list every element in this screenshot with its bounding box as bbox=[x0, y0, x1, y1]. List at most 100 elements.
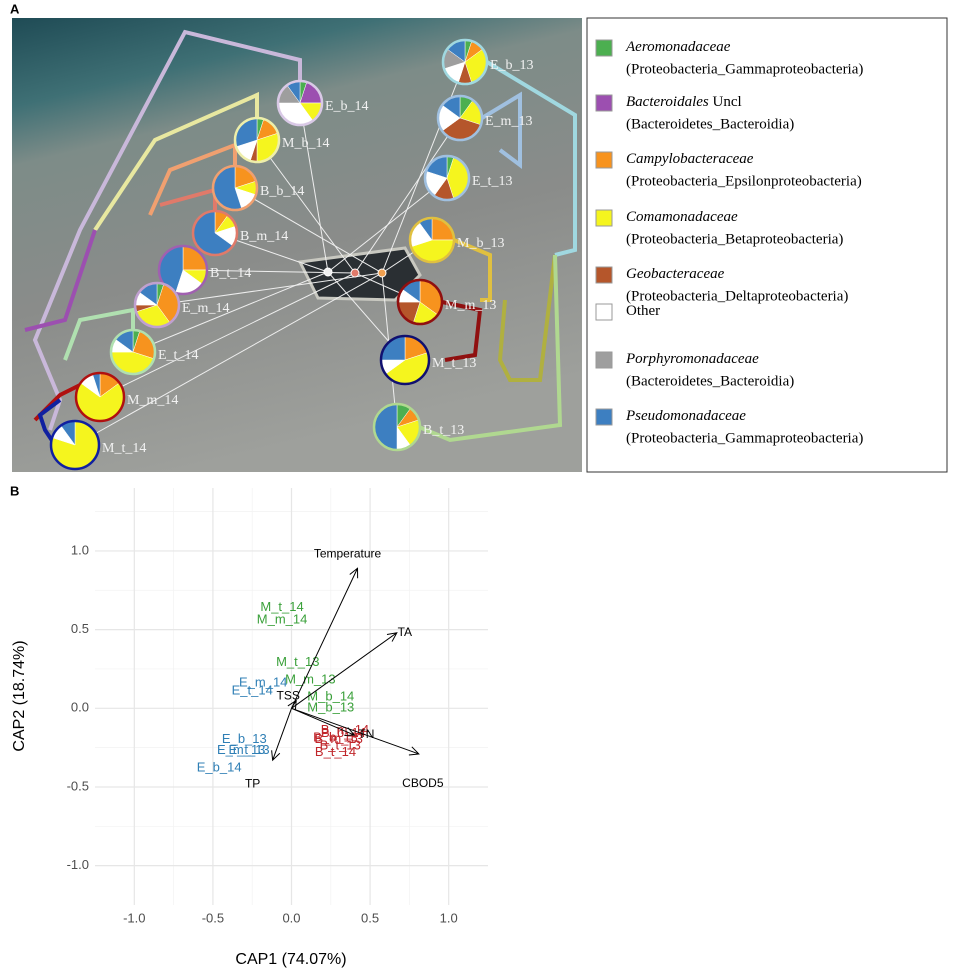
pie-ring bbox=[423, 154, 471, 202]
vector-label: TSS bbox=[277, 689, 300, 703]
legend-swatch bbox=[595, 408, 613, 426]
pie-ring bbox=[109, 328, 157, 376]
panel-label: B bbox=[10, 483, 19, 498]
pie-ring bbox=[441, 38, 489, 86]
sample-point: M_b_13 bbox=[307, 700, 354, 715]
legend-entry: Porphyromonadaceae bbox=[625, 351, 759, 367]
pie-ring bbox=[233, 116, 281, 164]
legend-entry: Geobacteraceae bbox=[626, 266, 725, 282]
pie-ring bbox=[49, 419, 101, 471]
pie-label: E_m_14 bbox=[182, 301, 229, 316]
legend-swatch bbox=[595, 266, 613, 284]
pie-label: E_t_13 bbox=[472, 174, 512, 189]
x-tick-label: 0.5 bbox=[361, 910, 379, 925]
sample-point: B_b_13 bbox=[313, 730, 358, 745]
pie-ring bbox=[408, 216, 456, 264]
branch bbox=[63, 307, 135, 361]
connector bbox=[74, 272, 383, 446]
legend-name: Other bbox=[626, 303, 660, 319]
pie-label: E_b_13 bbox=[490, 58, 534, 73]
sample-point: E_b_13 bbox=[222, 731, 267, 746]
connector bbox=[327, 177, 448, 273]
branch bbox=[37, 398, 62, 447]
legend-name: Comamonadaceae bbox=[626, 209, 738, 225]
pie-label: M_b_13 bbox=[457, 236, 504, 251]
legend-taxon: (Proteobacteria_Deltaproteobacteria) bbox=[626, 288, 848, 304]
pond bbox=[300, 248, 420, 300]
pie-label: M_m_13 bbox=[445, 298, 496, 313]
legend-taxon: (Proteobacteria_Epsilonproteobacteria) bbox=[626, 173, 862, 189]
pie-label: B_m_14 bbox=[240, 229, 288, 244]
legend-taxon: (Proteobacteria_Gammaproteobacteria) bbox=[626, 61, 863, 77]
sample-site bbox=[377, 268, 387, 278]
legend-entry: Campylobacteraceae bbox=[626, 151, 754, 167]
vector-label: Temperature bbox=[314, 546, 382, 560]
connector bbox=[132, 271, 329, 353]
vector-label: CBOD5 bbox=[402, 776, 444, 790]
legend-box bbox=[586, 17, 948, 473]
x-tick-label: -0.5 bbox=[202, 910, 224, 925]
y-axis-title: CAP2 (18.74%) bbox=[11, 640, 28, 751]
connector bbox=[354, 117, 461, 274]
pie-ring bbox=[74, 371, 126, 423]
x-tick-label: -1.0 bbox=[123, 910, 145, 925]
pie-ring bbox=[372, 402, 422, 452]
branch bbox=[24, 229, 97, 332]
sample-point: E_t_13 bbox=[228, 742, 269, 757]
x-axis-title: CAP1 (74.07%) bbox=[235, 951, 346, 968]
pie-ring bbox=[379, 334, 431, 386]
panel-label: A bbox=[10, 1, 20, 16]
pie-label: E_b_14 bbox=[325, 99, 369, 114]
dendrogram bbox=[24, 29, 577, 447]
branch bbox=[93, 91, 259, 232]
y-tick-label: -1.0 bbox=[67, 857, 89, 872]
connector bbox=[299, 102, 329, 273]
sample-point: M_m_13 bbox=[285, 671, 336, 686]
pie-ring bbox=[276, 79, 324, 127]
pie-label: E_t_14 bbox=[158, 348, 198, 363]
pie-ring bbox=[211, 164, 259, 212]
legend-entry: Comamonadaceae bbox=[626, 209, 738, 225]
legend-name: Pseudomonadaceae bbox=[625, 408, 746, 424]
sample-point: B_b_14 bbox=[321, 725, 366, 740]
branch bbox=[418, 254, 563, 443]
pie-ring bbox=[133, 281, 181, 329]
sample-point: M_b_14 bbox=[307, 689, 354, 704]
vector-arrow bbox=[291, 707, 420, 756]
pie-label: B_t_14 bbox=[210, 266, 251, 281]
vector-arrow bbox=[291, 632, 398, 709]
vector-label: TP bbox=[245, 776, 260, 790]
pie-ring bbox=[396, 278, 444, 326]
sample-point: B_t_14 bbox=[315, 744, 356, 759]
y-tick-label: 0.0 bbox=[71, 700, 89, 715]
legend-entry: Other bbox=[626, 303, 660, 319]
pie-ring bbox=[191, 209, 239, 257]
vector-arrow bbox=[291, 707, 356, 737]
vector-arrow bbox=[291, 567, 359, 709]
sample-point: M_t_14 bbox=[260, 599, 303, 614]
sample-site bbox=[350, 268, 360, 278]
legend-swatch bbox=[595, 94, 613, 112]
legend-swatch bbox=[595, 351, 613, 369]
pie-label: B_b_14 bbox=[260, 184, 304, 199]
pie-label: B_t_13 bbox=[423, 423, 464, 438]
legend-entry: Bacteroidales Uncl bbox=[626, 94, 742, 110]
pie-ring bbox=[157, 244, 209, 296]
sample-point: E_t_14 bbox=[232, 682, 273, 697]
legend-entry: Aeromonadaceae bbox=[625, 39, 731, 55]
legend-name: Aeromonadaceae bbox=[625, 39, 731, 55]
legend-taxon: (Proteobacteria_Gammaproteobacteria) bbox=[626, 430, 863, 446]
pie-label: M_t_13 bbox=[432, 356, 476, 371]
sample-point: E_m_13 bbox=[217, 742, 265, 757]
pie-ring bbox=[436, 94, 484, 142]
x-tick-label: 1.0 bbox=[440, 910, 458, 925]
sample-point: M_t_13 bbox=[276, 654, 319, 669]
pie-label: M_b_14 bbox=[282, 136, 329, 151]
y-tick-label: 1.0 bbox=[71, 542, 89, 557]
legend-entry: Pseudomonadaceae bbox=[625, 408, 746, 424]
legend-name: Porphyromonadaceae bbox=[625, 351, 759, 367]
sample-point: M_m_14 bbox=[257, 612, 308, 627]
vector-label: TA bbox=[398, 625, 412, 639]
legend-swatch bbox=[595, 39, 613, 57]
